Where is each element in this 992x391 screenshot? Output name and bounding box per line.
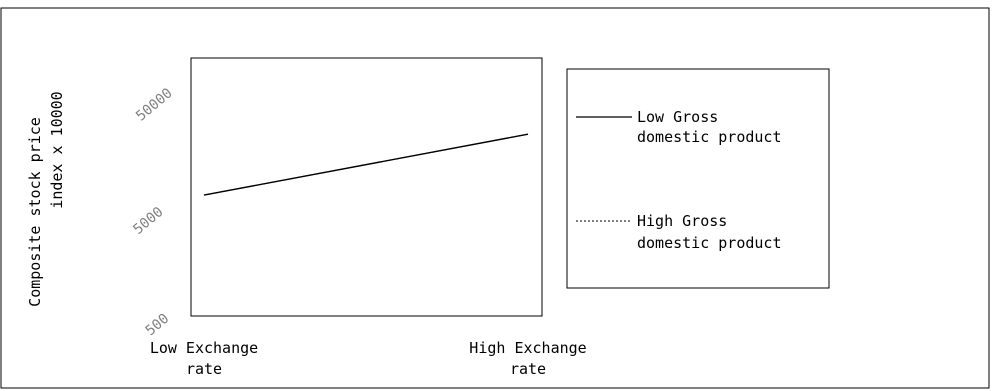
legend-label-line1: High Gross xyxy=(637,212,727,230)
plot-area xyxy=(190,57,543,317)
outer-frame xyxy=(0,7,990,389)
legend-label-line2: domestic product xyxy=(637,128,782,146)
legend-label-line2: domestic product xyxy=(637,234,782,252)
y-axis-label-line1: Composite stock price xyxy=(26,117,44,307)
x-tick-label-line1: Low Exchange xyxy=(150,339,258,357)
series-layer xyxy=(203,133,529,196)
series-line-2 xyxy=(203,133,529,196)
x-tick-label-line2: rate xyxy=(186,360,222,378)
y-tick-label: 500 xyxy=(143,311,173,340)
y-tick-label: 50000 xyxy=(133,85,176,124)
y-axis-label-line2: index x 10000 xyxy=(48,91,66,208)
x-tick-label-line2: rate xyxy=(510,360,546,378)
x-tick-label-line1: High Exchange xyxy=(469,339,586,357)
legend-box xyxy=(566,68,830,289)
legend-label-line1: Low Gross xyxy=(637,108,718,126)
y-tick-label: 5000 xyxy=(130,204,166,238)
